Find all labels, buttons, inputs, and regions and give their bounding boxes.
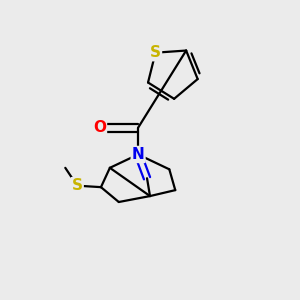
Text: S: S	[150, 45, 161, 60]
Text: S: S	[72, 178, 83, 193]
Text: N: N	[132, 147, 145, 162]
Text: O: O	[93, 120, 106, 135]
